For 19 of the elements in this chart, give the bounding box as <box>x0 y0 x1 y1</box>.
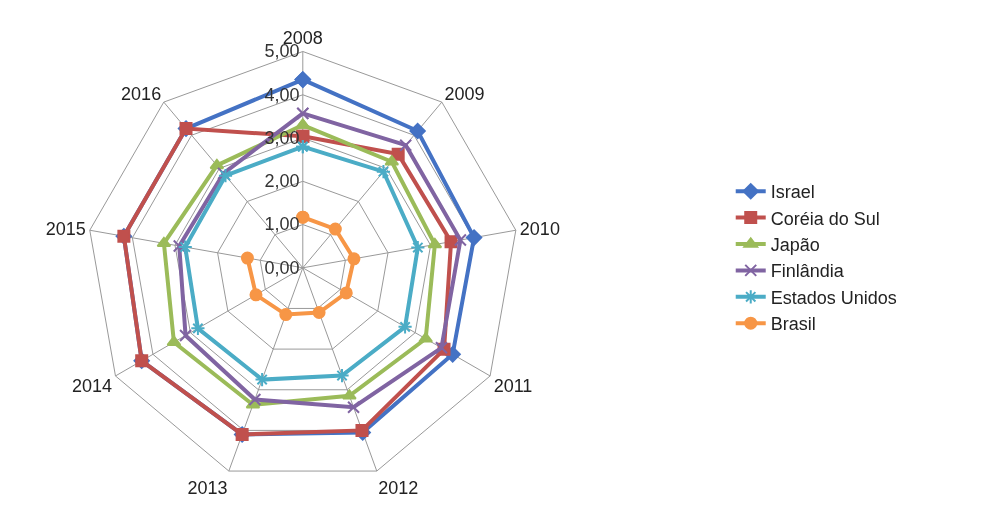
y-tick-label: 2,00 <box>264 171 300 192</box>
spoke-label: 2015 <box>45 219 86 240</box>
y-tick-label: 0,00 <box>264 257 300 278</box>
spoke-label: 2016 <box>121 84 162 105</box>
spoke-label: 2011 <box>493 376 533 397</box>
legend-label: Brasil <box>770 314 816 335</box>
y-tick-label: 4,00 <box>264 84 300 105</box>
spoke-label: 2012 <box>378 477 419 498</box>
legend-label: Finlândia <box>770 261 845 282</box>
legend-label: Japão <box>770 235 820 256</box>
legend-label: Estados Unidos <box>770 287 897 308</box>
y-tick-label: 1,00 <box>264 214 300 235</box>
legend-label: Coréia do Sul <box>770 208 880 229</box>
legend-label: Israel <box>770 182 815 203</box>
y-tick-label: 3,00 <box>264 127 300 148</box>
spoke-label: 2013 <box>187 477 228 498</box>
spoke-label: 2014 <box>71 376 112 397</box>
spoke-label: 2009 <box>444 84 485 105</box>
spoke-label: 2010 <box>519 219 560 240</box>
